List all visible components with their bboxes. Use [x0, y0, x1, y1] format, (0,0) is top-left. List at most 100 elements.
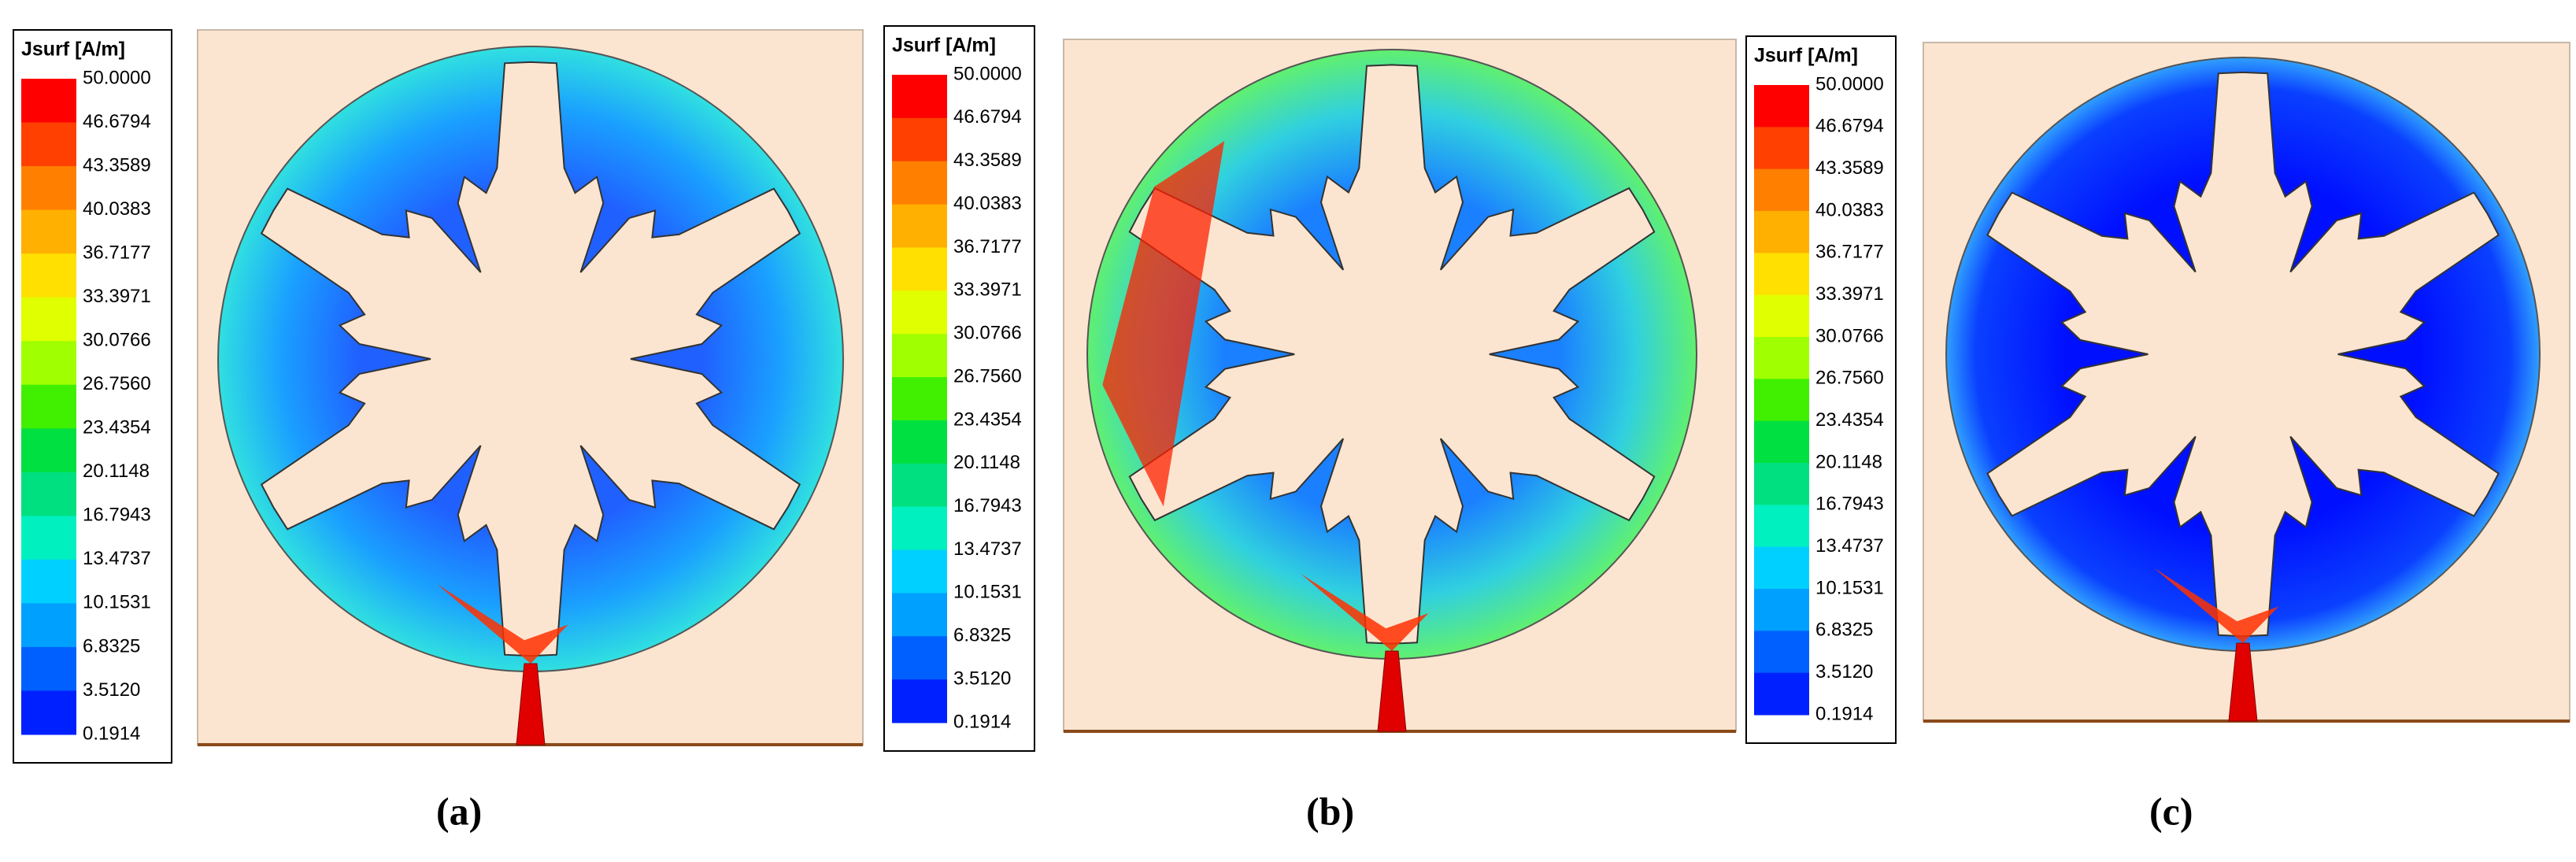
legend-value: 30.0766	[83, 330, 151, 351]
legend-value: 3.5120	[83, 679, 140, 701]
legend-value: 50.0000	[1815, 73, 1884, 94]
legend-value: 50.0000	[953, 63, 1022, 84]
legend-value: 6.8325	[953, 625, 1011, 646]
legend-value: 33.3971	[953, 279, 1022, 301]
legend-swatch	[21, 341, 76, 386]
legend-swatch	[892, 75, 947, 119]
legend-value: 26.7560	[83, 373, 151, 394]
legend-value: 20.1148	[1815, 451, 1882, 472]
legend-swatch	[892, 161, 947, 205]
legend-value: 16.7943	[1815, 494, 1884, 515]
panel: Jsurf [A/m] 50.0000 46.6794 43.3589 40.0383 3…	[1745, 35, 2570, 833]
legend-value: 46.6794	[83, 111, 151, 132]
legend-value: 0.1914	[953, 711, 1011, 732]
legend-value: 6.8325	[1815, 620, 1873, 641]
legend-value: 0.1914	[83, 723, 140, 744]
legend-swatch	[892, 636, 947, 680]
legend-value: 13.4737	[1815, 535, 1884, 557]
legend-swatch	[21, 297, 76, 342]
hot-spot	[2153, 568, 2279, 643]
legend-swatch	[1754, 253, 1809, 296]
legend-swatch	[892, 204, 947, 248]
panel: Jsurf [A/m] 50.0000 46.6794 43.3589 40.0383 3…	[883, 25, 1737, 833]
legend-title: Jsurf [A/m]	[892, 35, 996, 57]
legend-swatch	[1754, 379, 1809, 422]
legend-swatch	[892, 420, 947, 464]
legend-value: 33.3971	[1815, 283, 1884, 305]
legend-value: 10.1531	[1815, 577, 1884, 598]
legend-value: 43.3589	[1815, 157, 1884, 179]
legend-value: 36.7177	[1815, 242, 1884, 263]
hot-spot	[1102, 141, 1225, 507]
legend-value: 40.0383	[1815, 199, 1884, 220]
legend-swatch	[21, 559, 76, 604]
legend-value: 20.1148	[83, 461, 150, 482]
legend-value: 10.1531	[83, 592, 151, 613]
legend-value: 43.3589	[83, 154, 151, 176]
legend-swatch	[1754, 337, 1809, 379]
legend-swatch	[21, 690, 76, 735]
legend-swatch	[892, 334, 947, 378]
legend-swatch	[1754, 589, 1809, 631]
legend-swatch	[892, 117, 947, 162]
legend-swatch	[1754, 168, 1809, 212]
legend-swatch	[1754, 294, 1809, 338]
legend-swatch	[1754, 505, 1809, 548]
legend-value: 13.4737	[83, 548, 151, 569]
feed-line	[516, 663, 546, 745]
legend-value: 43.3589	[953, 150, 1022, 171]
legend-swatch	[892, 290, 947, 335]
legend-swatch	[1754, 546, 1809, 590]
legend-swatch	[21, 428, 76, 473]
legend-value: 33.3971	[83, 286, 151, 307]
legend-value: 50.0000	[83, 67, 151, 88]
legend-swatch	[892, 549, 947, 594]
hot-spot	[436, 583, 568, 664]
legend-swatch	[21, 646, 76, 691]
legend-value: 0.1914	[1815, 703, 1873, 724]
legend-value: 36.7177	[953, 236, 1022, 257]
legend-value: 13.4737	[953, 538, 1022, 560]
legend-value: 3.5120	[1815, 661, 1873, 683]
legend-swatch	[21, 79, 76, 124]
legend-value: 30.0766	[1815, 325, 1884, 346]
legend-value: 23.4354	[83, 417, 151, 438]
legend-swatch	[892, 679, 947, 723]
legend-value: 3.5120	[953, 668, 1011, 689]
legend-swatch	[892, 247, 947, 291]
legend-value: 40.0383	[953, 193, 1022, 214]
legend-value: 30.0766	[953, 323, 1022, 344]
legend-swatch	[892, 593, 947, 637]
legend-swatch	[1754, 85, 1809, 128]
legend-value: 23.4354	[1815, 409, 1884, 431]
legend-swatch	[21, 166, 76, 211]
legend-value: 16.7943	[83, 505, 151, 526]
legend-swatch	[892, 463, 947, 508]
legend-value: 40.0383	[83, 198, 151, 220]
legend-swatch	[1754, 672, 1809, 716]
feed-line	[2228, 642, 2258, 722]
legend-value: 16.7943	[953, 495, 1022, 516]
panel-label: (c)	[2149, 789, 2193, 833]
legend-swatch	[1754, 127, 1809, 170]
legend-swatch	[1754, 211, 1809, 253]
legend-value: 46.6794	[953, 106, 1022, 128]
legend-swatch	[21, 603, 76, 648]
legend-value: 46.6794	[1815, 116, 1884, 137]
legend-swatch	[21, 472, 76, 516]
legend-title: Jsurf [A/m]	[21, 39, 125, 61]
legend-swatch	[21, 209, 76, 254]
legend-value: 23.4354	[953, 409, 1022, 430]
legend-swatch	[1754, 631, 1809, 674]
legend-value: 26.7560	[1815, 368, 1884, 389]
legend-value: 26.7560	[953, 365, 1022, 387]
legend-value: 6.8325	[83, 635, 140, 657]
panel-label: (b)	[1306, 789, 1354, 833]
legend-value: 10.1531	[953, 582, 1022, 603]
legend-swatch	[892, 377, 947, 421]
legend-title: Jsurf [A/m]	[1754, 45, 1858, 67]
feed-line	[1377, 650, 1407, 732]
legend-swatch	[21, 384, 76, 429]
legend-value: 20.1148	[953, 452, 1020, 473]
